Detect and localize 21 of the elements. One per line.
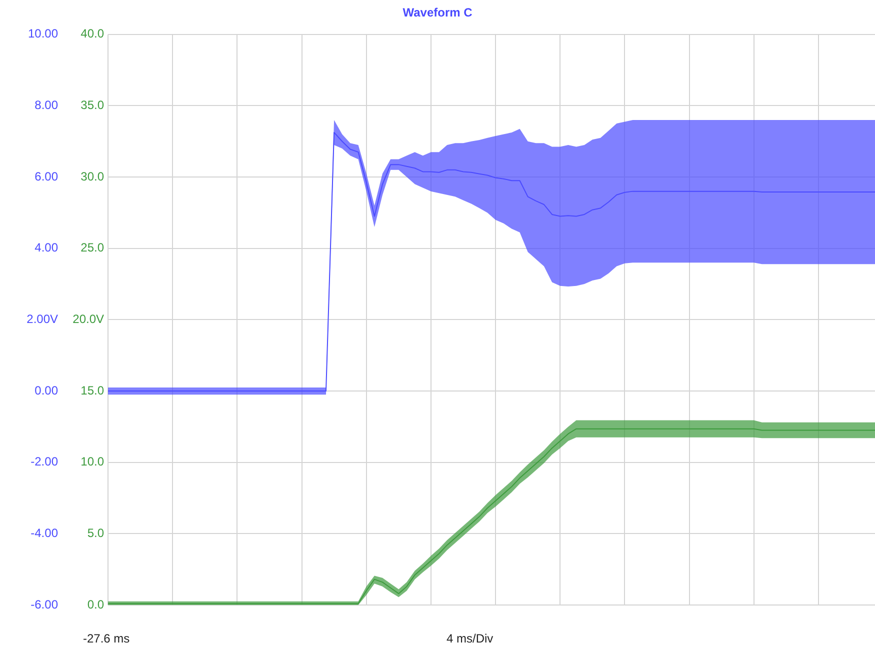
text: 4 ms/Div xyxy=(446,631,494,646)
y-tick-label: -2.00 xyxy=(30,454,58,469)
y-tick-label: 10.00 xyxy=(28,26,58,41)
y2-tick-label: 25.0 xyxy=(80,240,104,255)
y2-tick-label: 20.0V xyxy=(72,312,104,326)
y2-tick-label: 40.0 xyxy=(80,26,104,41)
text: -27.6 ms xyxy=(83,631,130,646)
y-tick-label: 2.00V xyxy=(26,312,58,326)
y2-tick-label: 30.0 xyxy=(80,169,104,184)
y2-tick-label: 15.0 xyxy=(80,383,104,398)
chart-title: Waveform C xyxy=(402,6,473,20)
y2-tick-label: 10.0 xyxy=(80,454,104,469)
y2-tick-label: 5.0 xyxy=(87,526,104,540)
y-tick-label: 6.00 xyxy=(34,169,58,184)
y2-tick-label: 35.0 xyxy=(80,98,104,112)
y2-tick-label: 0.0 xyxy=(87,597,104,612)
y-tick-label: 4.00 xyxy=(34,240,58,255)
y-tick-label: -6.00 xyxy=(30,597,58,612)
y-tick-label: 0.00 xyxy=(34,383,58,398)
y-tick-label: 8.00 xyxy=(34,98,58,112)
y-tick-label: -4.00 xyxy=(30,526,58,540)
